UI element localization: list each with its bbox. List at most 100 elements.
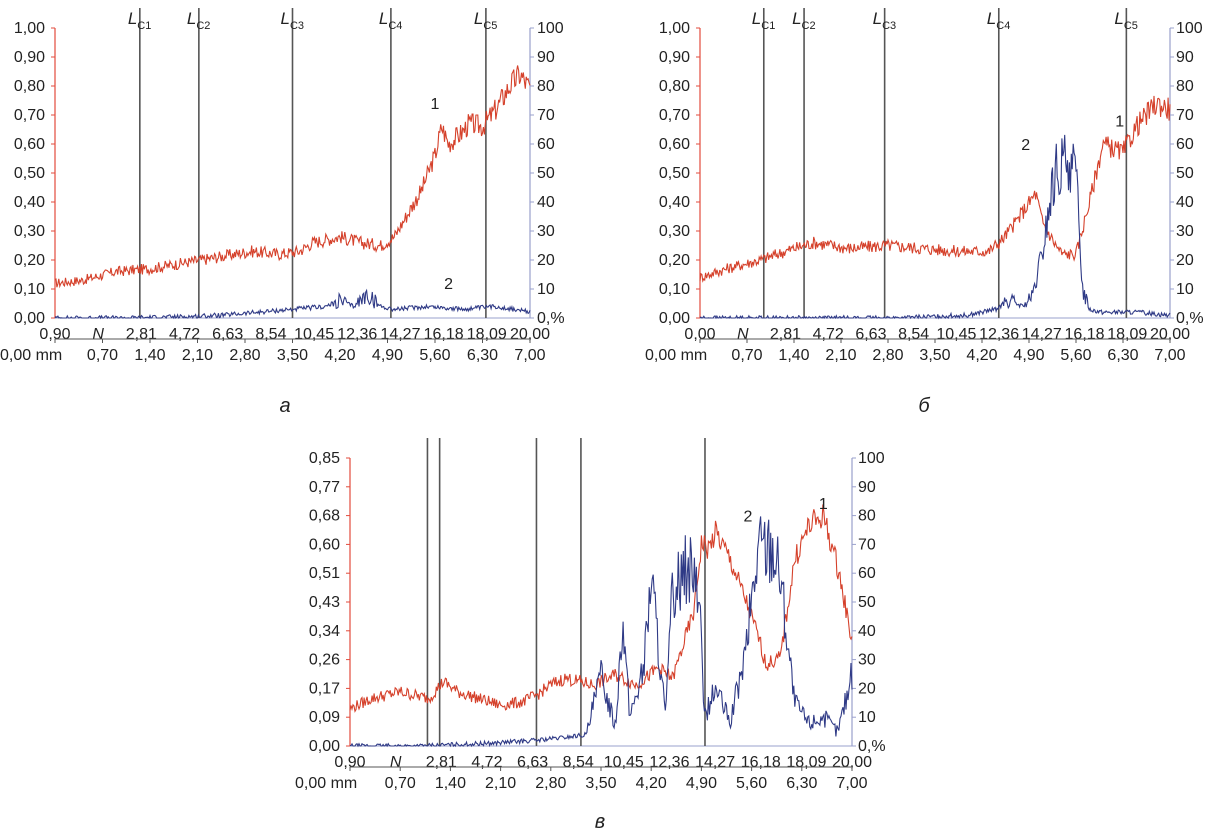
left-tick-label: 0,00 xyxy=(14,310,45,327)
right-tick-label: 70 xyxy=(1176,107,1194,124)
left-tick-label: 0,00 xyxy=(659,310,690,327)
mm-axis-tick-label: 2,10 xyxy=(182,347,213,364)
right-tick-label: 70 xyxy=(858,536,876,553)
mm-axis-tick-label: 5,60 xyxy=(419,347,450,364)
n-axis-tick-label: 18,09 xyxy=(1107,326,1147,343)
left-tick-label: 0,60 xyxy=(14,136,45,153)
left-tick-label: 0,77 xyxy=(309,479,340,496)
chart-panel-1: 0,00 0,10 0,20 0,30 0,40 0,50 0,60 0,70 0,80 0,90… xyxy=(0,8,565,417)
left-tick-label: 0,10 xyxy=(659,281,690,298)
mm-axis-tick-label: 1,40 xyxy=(134,347,165,364)
mm-axis-tick-label: 3,50 xyxy=(919,347,950,364)
right-tick-label: 30 xyxy=(537,223,555,240)
series-1-line xyxy=(54,65,531,289)
mm-axis-tick-label: 0,00 mm xyxy=(295,775,357,792)
mm-axis-tick-label: 6,30 xyxy=(786,775,817,792)
n-axis-tick-label: 10,45 xyxy=(936,326,976,343)
right-tick-label: 20 xyxy=(1176,252,1194,269)
curve-label-2: 2 xyxy=(444,276,453,293)
left-tick-label: 0,68 xyxy=(309,508,340,525)
mm-axis-tick-label: 1,40 xyxy=(435,775,466,792)
mm-axis-tick-label: 2,80 xyxy=(535,775,566,792)
panel-label: а xyxy=(279,395,290,417)
right-tick-label: 80 xyxy=(537,78,555,95)
mm-axis-tick-label: 0,70 xyxy=(87,347,118,364)
n-axis-tick-label: 18,09 xyxy=(786,754,826,771)
left-tick-label: 0,20 xyxy=(14,252,45,269)
n-axis-tick-label: 16,18 xyxy=(424,326,464,343)
right-tick-label: 0,% xyxy=(537,310,565,327)
mm-axis-tick-label: 0,70 xyxy=(385,775,416,792)
mm-axis-tick-label: 4,20 xyxy=(636,775,667,792)
left-tick-label: 0,85 xyxy=(309,450,340,467)
chart-panel-2: 0,00 0,10 0,20 0,30 0,40 0,50 0,60 0,70 0,80 0,90… xyxy=(645,8,1204,417)
right-tick-label: 100 xyxy=(1176,20,1203,37)
n-axis-tick-label: 16,18 xyxy=(741,754,781,771)
right-tick-label: 80 xyxy=(858,508,876,525)
mm-axis-tick-label: 4,90 xyxy=(686,775,717,792)
mm-axis-tick-label: 5,60 xyxy=(736,775,767,792)
series-1-line xyxy=(349,504,853,713)
left-tick-label: 0,80 xyxy=(14,78,45,95)
left-tick-label: 0,51 xyxy=(309,565,340,582)
right-tick-label: 100 xyxy=(858,450,885,467)
right-tick-label: 70 xyxy=(537,107,555,124)
right-tick-label: 40 xyxy=(858,623,876,640)
right-tick-label: 30 xyxy=(858,652,876,669)
mm-axis-tick-label: 2,10 xyxy=(485,775,516,792)
n-axis-tick-label: 2,81 xyxy=(126,326,157,343)
left-tick-label: 0,40 xyxy=(14,194,45,211)
mm-axis-tick-label: 6,30 xyxy=(1107,347,1138,364)
n-axis-tick-label: 10,45 xyxy=(604,754,644,771)
curve-label-1: 1 xyxy=(819,496,828,513)
n-axis-tick-label: 8,54 xyxy=(255,326,286,343)
mm-axis-tick-label: 3,50 xyxy=(277,347,308,364)
mm-axis-tick-label: 7,00 xyxy=(514,347,545,364)
chart-panel-3: 0,00 0,09 0,17 0,26 0,34 0,43 0,51 0,60 0,68 0,77… xyxy=(295,438,886,833)
n-axis-tick-label: 6,63 xyxy=(212,326,243,343)
right-tick-label: 10 xyxy=(858,709,876,726)
right-tick-label: 60 xyxy=(858,565,876,582)
n-axis-tick-label: 16,18 xyxy=(1065,326,1105,343)
mm-axis-tick-label: 4,90 xyxy=(372,347,403,364)
right-tick-label: 90 xyxy=(537,49,555,66)
right-tick-label: 20 xyxy=(858,680,876,697)
left-tick-label: 0,70 xyxy=(659,107,690,124)
curve-label-2: 2 xyxy=(744,508,753,525)
left-tick-label: 0,10 xyxy=(14,281,45,298)
right-tick-label: 10 xyxy=(537,281,555,298)
mm-axis-tick-label: 4,20 xyxy=(966,347,997,364)
mm-axis-tick-label: 7,00 xyxy=(836,775,867,792)
n-axis-tick-label: 14,27 xyxy=(1022,326,1062,343)
left-tick-label: 0,60 xyxy=(309,536,340,553)
mm-axis-tick-label: 2,10 xyxy=(825,347,856,364)
left-tick-label: 0,30 xyxy=(659,223,690,240)
right-tick-label: 40 xyxy=(537,194,555,211)
curve-label-2: 2 xyxy=(1021,137,1030,154)
panel-label: б xyxy=(918,395,930,417)
left-tick-label: 0,50 xyxy=(659,165,690,182)
right-tick-label: 0,% xyxy=(858,738,886,755)
mm-axis-tick-label: 5,60 xyxy=(1060,347,1091,364)
left-tick-label: 0,43 xyxy=(309,594,340,611)
mm-axis-tick-label: 0,00 mm xyxy=(645,347,707,364)
left-tick-label: 0,70 xyxy=(14,107,45,124)
right-tick-label: 50 xyxy=(537,165,555,182)
n-axis-tick-label: 12,36 xyxy=(979,326,1019,343)
n-axis-tick-label: 4,72 xyxy=(813,326,844,343)
mm-axis-tick-label: 4,20 xyxy=(324,347,355,364)
left-tick-label: 0,20 xyxy=(659,252,690,269)
mm-axis-tick-label: 7,00 xyxy=(1154,347,1185,364)
n-axis-tick-label: 8,54 xyxy=(563,754,594,771)
left-tick-label: 0,26 xyxy=(309,652,340,669)
n-axis-tick-label: 2,81 xyxy=(426,754,457,771)
n-axis-tick-label: 6,63 xyxy=(855,326,886,343)
right-tick-label: 50 xyxy=(1176,165,1194,182)
series-1-line xyxy=(699,95,1171,283)
right-tick-label: 0,% xyxy=(1176,310,1204,327)
right-tick-label: 40 xyxy=(1176,194,1194,211)
left-tick-label: 0,00 xyxy=(309,738,340,755)
left-tick-label: 0,80 xyxy=(659,78,690,95)
left-tick-label: 0,50 xyxy=(14,165,45,182)
right-tick-label: 30 xyxy=(1176,223,1194,240)
